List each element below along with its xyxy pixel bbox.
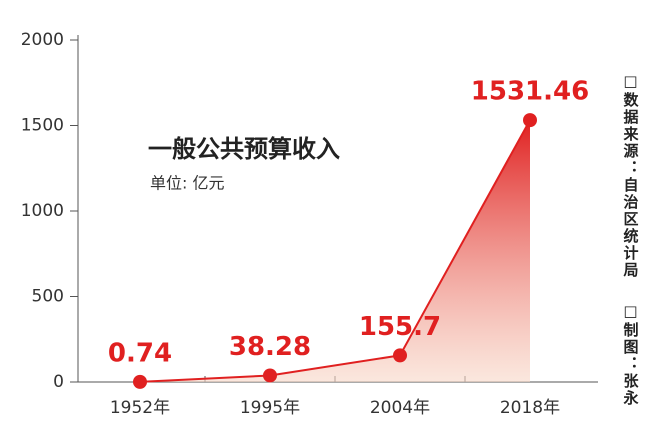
y-tick-label: 0 [53, 372, 64, 392]
y-tick-label: 2000 [21, 30, 64, 50]
x-tick-label: 1995年 [240, 398, 300, 418]
point [393, 348, 407, 363]
y-tick-label: 500 [32, 287, 64, 307]
x-tick-label: 2004年 [370, 398, 430, 418]
data-label: 38.28 [229, 332, 311, 362]
source-note: □数据来源：自治区统计局 [622, 72, 640, 279]
data-label: 1531.46 [471, 77, 589, 107]
x-tick-label: 1952年 [110, 398, 170, 418]
x-tick-label: 2018年 [500, 398, 560, 418]
point [133, 374, 147, 389]
area [140, 120, 530, 383]
chart-subtitle: 单位: 亿元 [150, 174, 224, 193]
y-tick-label: 1500 [21, 116, 64, 136]
credit-note: □制图：张永 [622, 302, 640, 407]
line [139, 119, 531, 383]
point [263, 368, 277, 383]
data-label: 0.74 [108, 338, 172, 368]
y-tick-label: 1000 [21, 201, 64, 221]
point [523, 113, 537, 128]
data-label: 155.7 [359, 312, 441, 342]
chart-title: 一般公共预算收入 [148, 135, 340, 163]
